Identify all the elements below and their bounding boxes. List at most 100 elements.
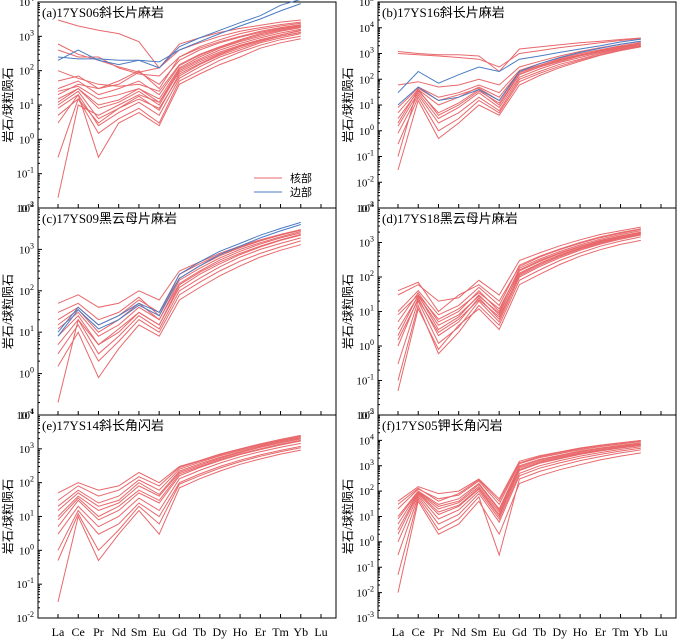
x-tick-label: Pr — [433, 625, 444, 639]
y-tick-label: 104 — [359, 200, 374, 215]
y-tick-label: 100 — [359, 123, 374, 138]
y-tick-label: 10-1 — [356, 373, 374, 388]
y-tick-label: 103 — [359, 235, 374, 250]
panel-c: 10-1 100 101 102 103 104 (c)17YS09黑云母片麻岩岩石/球粒陨… — [0, 200, 337, 422]
y-tick-label: 101 — [359, 97, 374, 112]
y-tick-label: 10-1 — [356, 559, 374, 574]
y-tick-label: 10-2 — [356, 174, 374, 189]
series-line-core — [57, 237, 301, 355]
series-line-core — [57, 434, 301, 494]
x-tick-label: Sm — [131, 625, 148, 639]
series-line-core — [397, 38, 641, 68]
x-tick-label: Er — [595, 625, 606, 639]
series-line-core — [397, 42, 641, 157]
series-line-core — [57, 445, 301, 551]
x-tick-label: Yb — [293, 625, 308, 639]
series-line-core — [397, 449, 641, 576]
y-tick-label: 105 — [359, 407, 374, 422]
y-tick-label: 10-2 — [16, 200, 34, 215]
y-tick-label: 102 — [19, 475, 34, 490]
x-tick-label: Nd — [451, 625, 466, 639]
series-line-core — [397, 226, 641, 302]
series-line-core — [397, 45, 641, 134]
x-tick-label: Tb — [193, 625, 206, 639]
y-tick-label: 10-1 — [16, 166, 34, 181]
series-line-core — [397, 232, 641, 330]
x-tick-label: Nd — [111, 625, 126, 639]
legend-label: 核部 — [290, 171, 312, 185]
legend-label: 边部 — [290, 185, 312, 199]
y-tick-label: 105 — [359, 0, 374, 9]
series-line-core — [57, 244, 301, 379]
y-tick-label: 102 — [19, 283, 34, 298]
x-tick-label: Sm — [471, 625, 488, 639]
x-tick-label: Er — [255, 625, 266, 639]
y-tick-label: 101 — [359, 509, 374, 524]
panel-f: 10-3 10-2 10-1 100 101 102 103 104 105 (f)17YS05钾… — [340, 407, 677, 625]
series-line-core — [57, 35, 301, 135]
series-line-core — [57, 439, 301, 521]
series-line-core — [397, 44, 641, 127]
series-line-core — [57, 27, 301, 100]
x-tick-label: La — [392, 625, 405, 639]
series-line-core — [57, 28, 301, 106]
y-tick-label: 101 — [19, 97, 34, 112]
y-tick-label: 100 — [359, 534, 374, 549]
y-tick-label: 104 — [19, 200, 34, 215]
series-line-core — [397, 446, 641, 543]
series-line-core — [57, 240, 301, 362]
x-tick-label: Dy — [213, 625, 228, 639]
y-tick-label: 102 — [19, 63, 34, 78]
y-tick-label: 10-1 — [356, 149, 374, 164]
y-tick-label: 10-1 — [16, 407, 34, 422]
x-tick-label: Ho — [573, 625, 588, 639]
series-line-core — [57, 232, 301, 337]
series-line-core — [397, 230, 641, 323]
y-tick-label: 10-2 — [356, 407, 374, 422]
series-line-core — [57, 30, 301, 198]
y-tick-label: 103 — [19, 441, 34, 456]
series-line-core — [57, 447, 301, 561]
y-axis-label: 岩石/球粒陨石 — [0, 274, 15, 349]
y-tick-label: 100 — [359, 338, 374, 353]
panel-title: (b)17YS16斜长片麻岩 — [382, 5, 505, 20]
series-line-core — [57, 440, 301, 528]
panel-title: (c)17YS09黑云母片麻岩 — [42, 211, 177, 226]
series-line-core — [397, 234, 641, 365]
x-tick-label: Lu — [654, 625, 667, 639]
x-tick-label: La — [52, 625, 65, 639]
series-line-core — [397, 37, 641, 73]
y-tick-label: 101 — [19, 509, 34, 524]
x-tick-label: Eu — [492, 625, 505, 639]
x-tick-label: Ho — [233, 625, 248, 639]
series-line-core — [57, 38, 301, 159]
series-line-core — [57, 437, 301, 511]
series-line-rim — [57, 3, 301, 63]
y-tick-label: 101 — [359, 304, 374, 319]
series-line-rim — [57, 0, 301, 69]
y-tick-label: 102 — [359, 269, 374, 284]
series-line-core — [57, 442, 301, 535]
y-tick-label: 10-1 — [16, 576, 34, 591]
y-tick-label: 100 — [19, 366, 34, 381]
series-line-core — [397, 231, 641, 320]
panel-b: 10-3 10-2 10-1 100 101 102 103 104 105 (b)17YS16斜… — [340, 0, 677, 215]
x-tick-label: Pr — [93, 625, 104, 639]
x-tick-label: Tm — [272, 625, 289, 639]
series-line-core — [397, 41, 641, 88]
x-tick-label: Eu — [152, 625, 165, 639]
series-line-core — [397, 228, 641, 316]
series-line-core — [57, 31, 301, 158]
series-line-core — [397, 233, 641, 347]
y-tick-label: 101 — [19, 324, 34, 339]
y-tick-label: 102 — [359, 71, 374, 86]
y-tick-label: 103 — [359, 46, 374, 61]
panel-e: 10-2 10-1 100 101 102 103 104 (e)17YS14斜长角闪岩岩石/… — [0, 407, 337, 625]
y-tick-label: 103 — [19, 28, 34, 43]
y-axis-label: 岩石/球粒陨石 — [0, 67, 15, 142]
x-tick-label: Gd — [512, 625, 527, 639]
y-tick-label: 103 — [19, 241, 34, 256]
series-line-core — [397, 444, 641, 531]
series-line-core — [57, 33, 301, 127]
